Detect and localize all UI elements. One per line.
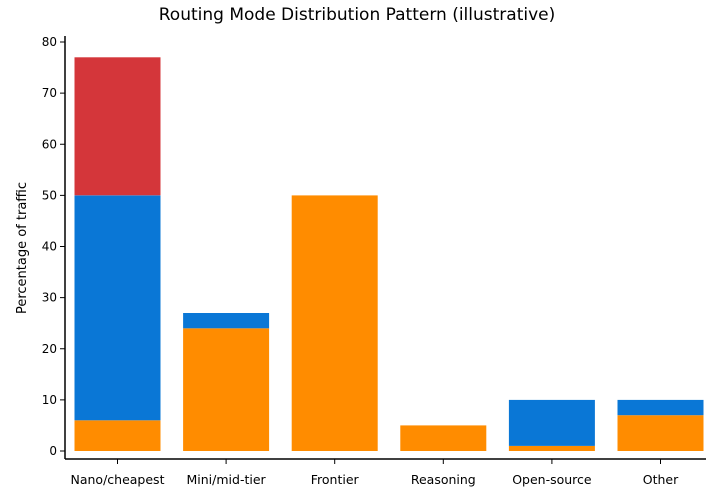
bar-segment-other-s2 — [617, 399, 704, 416]
bars — [74, 57, 704, 451]
bar-segment-open-source-s2 — [508, 399, 595, 446]
y-tick-label: 60 — [42, 137, 57, 151]
y-tick-label: 50 — [42, 188, 57, 202]
y-tick-label: 40 — [42, 240, 57, 254]
y-tick-label: 30 — [42, 291, 57, 305]
x-tick-label: Other — [643, 472, 679, 487]
bar-segment-mini-mid-tier-s1 — [183, 328, 270, 451]
y-tick-label: 20 — [42, 342, 57, 356]
bar-segment-reasoning-s1 — [400, 425, 487, 451]
y-tick-label: 10 — [42, 393, 57, 407]
y-ticks: 0 10 20 30 40 50 60 70 80 — [42, 35, 65, 458]
chart-title: Routing Mode Distribution Pattern (illus… — [159, 5, 556, 25]
bar-segment-mini-mid-tier-s2 — [183, 313, 270, 329]
x-tick-label: Open-source — [512, 472, 592, 487]
x-tick-label: Frontier — [311, 472, 360, 487]
x-tick-label: Mini/mid-tier — [187, 472, 267, 487]
bar-segment-nano-cheapest-s2 — [74, 195, 161, 421]
x-tick-label: Reasoning — [411, 472, 476, 487]
bar-segment-nano-cheapest-s1 — [74, 420, 161, 451]
bar-segment-nano-cheapest-s3 — [74, 57, 161, 196]
bar-segment-frontier-s1 — [291, 195, 378, 451]
y-tick-label: 0 — [49, 444, 57, 458]
y-axis-label: Percentage of traffic — [15, 182, 30, 314]
x-ticks: Nano/cheapest Mini/mid-tier Frontier Reason… — [71, 459, 679, 487]
bar-segment-open-source-s1 — [508, 445, 595, 451]
x-tick-label: Nano/cheapest — [71, 472, 165, 487]
bar-segment-other-s1 — [617, 415, 704, 451]
y-tick-label: 70 — [42, 86, 57, 100]
y-tick-label: 80 — [42, 35, 57, 49]
